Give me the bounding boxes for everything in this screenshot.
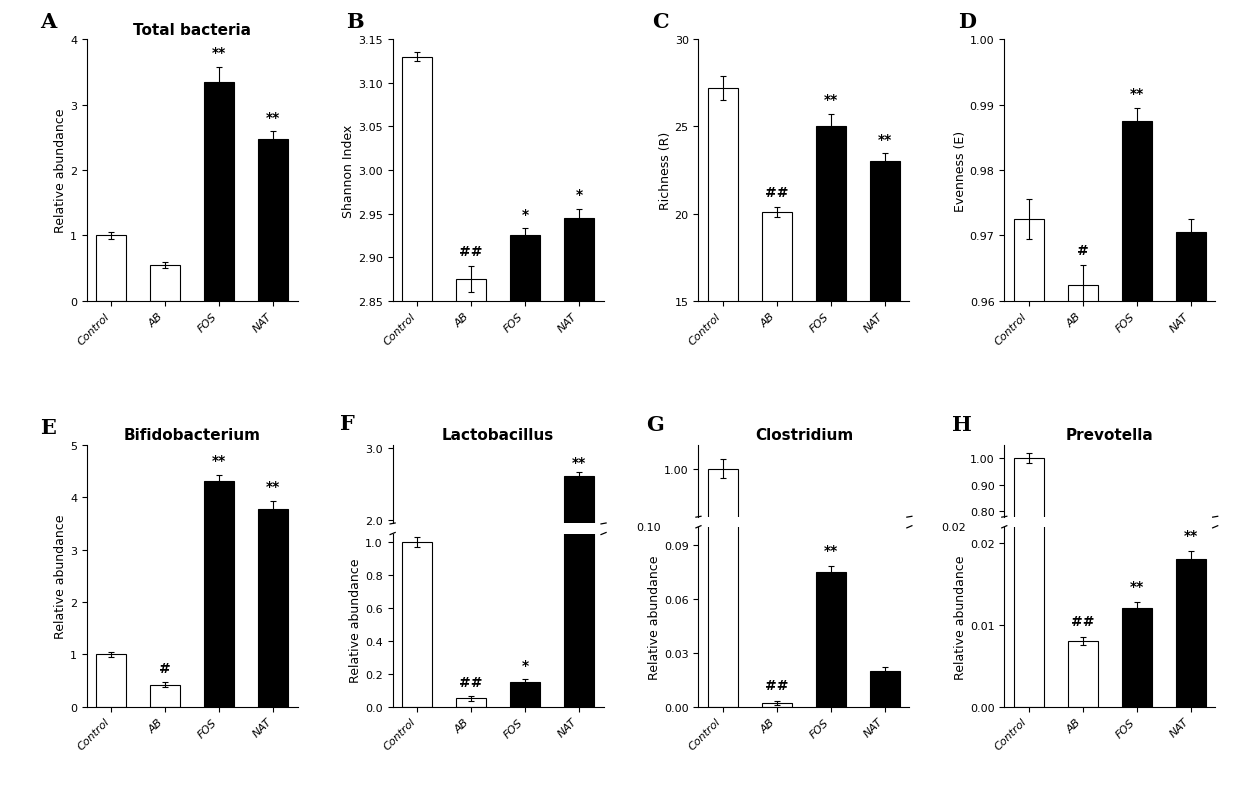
Y-axis label: Relative abundance: Relative abundance [350,558,362,683]
Text: #: # [160,661,171,675]
Bar [1122,721,1152,724]
Bar [456,279,486,803]
Bar [150,266,180,301]
Bar [402,592,432,663]
Text: 0.10: 0.10 [636,522,661,532]
Bar [1014,459,1044,724]
Text: **: ** [212,47,227,60]
Y-axis label: Shannon Index: Shannon Index [342,124,355,218]
Text: **: ** [1130,579,1143,593]
Bar [816,572,846,707]
Y-axis label: Relative abundance: Relative abundance [954,555,967,679]
Bar [150,685,180,707]
Bar [1014,0,1044,707]
Bar [1068,723,1097,724]
Bar [564,476,594,663]
Bar [1014,220,1044,803]
Bar [708,0,738,707]
Bar [870,162,900,563]
Bar [205,83,234,301]
Bar [258,509,288,707]
Text: F: F [340,414,355,434]
Bar [816,127,846,563]
Bar [1122,609,1152,707]
Text: **: ** [823,93,838,108]
Bar [708,469,738,803]
Bar [205,482,234,707]
Text: *: * [575,188,583,202]
Bar [1122,122,1152,803]
Bar [1176,233,1205,803]
Bar [1176,560,1205,707]
Text: **: ** [267,479,280,493]
Text: 0.02: 0.02 [941,522,966,532]
Bar [564,218,594,803]
Title: Clostridium: Clostridium [755,428,853,442]
Bar [456,659,486,663]
Bar [510,682,539,707]
Y-axis label: Relative abundance: Relative abundance [55,514,67,638]
Title: Prevotella: Prevotella [1066,428,1153,442]
Y-axis label: Relative abundance: Relative abundance [55,108,67,233]
Text: ##: ## [459,675,482,689]
Bar [1068,642,1097,707]
Bar [97,236,126,301]
Bar [97,654,126,707]
Bar [564,275,594,707]
Text: ##: ## [459,245,482,259]
Text: **: ** [823,544,838,557]
Text: ##: ## [765,679,789,692]
Text: G: G [646,414,663,434]
Text: **: ** [878,132,892,146]
Title: Bifidobacterium: Bifidobacterium [124,428,260,442]
Text: H: H [951,414,971,434]
Text: **: ** [212,454,227,468]
Text: D: D [957,12,976,32]
Text: #: # [1076,244,1089,258]
Text: **: ** [1184,528,1198,543]
Text: *: * [522,207,528,222]
Text: B: B [346,12,363,32]
Bar [763,213,792,563]
Bar [763,703,792,707]
Bar [510,236,539,803]
Y-axis label: Evenness (E): Evenness (E) [954,130,967,211]
Text: ##: ## [765,185,789,200]
Title: Total bacteria: Total bacteria [133,22,252,38]
Bar [510,652,539,663]
Bar [870,671,900,707]
Y-axis label: Richness (R): Richness (R) [658,132,672,210]
Text: E: E [41,418,56,438]
Y-axis label: Relative abundance: Relative abundance [649,555,661,679]
Text: *: * [522,658,528,672]
Bar [258,140,288,301]
Bar [1068,285,1097,803]
Text: **: ** [267,111,280,124]
Bar [456,699,486,707]
Text: **: ** [572,455,587,469]
Title: Lactobacillus: Lactobacillus [441,428,554,442]
Text: C: C [652,12,668,32]
Bar [708,89,738,563]
Bar [402,58,432,803]
Text: ##: ## [1071,614,1095,628]
Bar [402,542,432,707]
Text: A: A [41,12,57,32]
Text: **: ** [1130,87,1143,101]
Bar [1176,719,1205,724]
